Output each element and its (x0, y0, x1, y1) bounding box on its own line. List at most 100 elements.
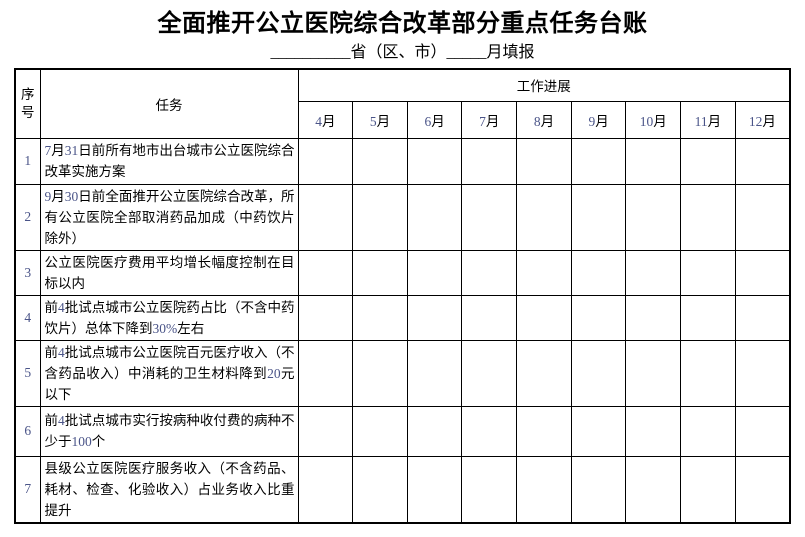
task-row-number: 3 (14, 249, 41, 296)
task-row-number: 4 (14, 294, 41, 341)
progress-cell-empty (516, 294, 572, 341)
progress-cell-empty (352, 339, 408, 407)
progress-cell-empty (516, 249, 572, 296)
progress-cell-empty (297, 183, 354, 251)
task-row-3: 3 公立医院医疗费用平均增长幅度控制在目标以内 (14, 249, 791, 296)
header-work-progress: 工作进展 (297, 68, 791, 102)
progress-cell-empty (406, 405, 463, 457)
progress-cell-empty (461, 249, 518, 296)
task-text: 7月31日前所有地市出台城市公立医院综合改革实施方案 (39, 137, 299, 185)
progress-cell-empty (734, 183, 791, 251)
progress-cell-empty (461, 405, 518, 457)
task-ledger-table: 序号 任务 工作进展 4月 5月 6月 7月 8月 9月 10月 11月 12月… (14, 68, 791, 524)
task-text: 前4批试点城市实行按病种收付费的病种不少于100个 (39, 405, 299, 457)
task-text: 9月30日前全面推开公立医院综合改革，所有公立医院全部取消药品加成（中药饮片除外… (39, 183, 299, 251)
task-text: 县级公立医院医疗服务收入（不含药品、耗材、检查、化验收入）占业务收入比重提升 (39, 455, 299, 523)
progress-cell-empty (734, 137, 791, 185)
progress-cell-empty (352, 294, 408, 341)
progress-cell-empty (297, 455, 354, 523)
progress-cell-empty (570, 455, 627, 523)
progress-cell-empty (297, 137, 354, 185)
progress-cell-empty (680, 339, 736, 407)
progress-cell-empty (461, 455, 518, 523)
progress-cell-empty (461, 339, 518, 407)
progress-cell-empty (352, 249, 408, 296)
progress-cell-empty (352, 183, 408, 251)
progress-cell-empty (461, 294, 518, 341)
progress-cell-empty (625, 137, 682, 185)
task-text: 前4批试点城市公立医院百元医疗收入（不含药品收入）中消耗的卫生材料降到20元以下 (39, 339, 299, 407)
progress-cell-empty (406, 183, 463, 251)
progress-cell-empty (680, 137, 736, 185)
progress-cell-empty (297, 294, 354, 341)
header-month-aug: 8月 (516, 100, 572, 139)
header-month-jul: 7月 (461, 100, 518, 139)
progress-cell-empty (680, 455, 736, 523)
document-page: 全面推开公立医院综合改革部分重点任务台账 __________省（区、市）___… (0, 9, 805, 537)
progress-cell-empty (625, 183, 682, 251)
header-month-dec: 12月 (734, 100, 791, 139)
progress-cell-empty (352, 455, 408, 523)
progress-cell-empty (680, 183, 736, 251)
progress-cell-empty (516, 339, 572, 407)
progress-cell-empty (406, 137, 463, 185)
progress-cell-empty (406, 294, 463, 341)
progress-cell-empty (734, 405, 791, 457)
document-subtitle: __________省（区、市）_____月填报 (270, 44, 535, 61)
header-month-sep: 9月 (570, 100, 627, 139)
document-title: 全面推开公立医院综合改革部分重点任务台账 (157, 11, 648, 37)
progress-cell-empty (352, 405, 408, 457)
progress-cell-empty (570, 137, 627, 185)
progress-cell-empty (734, 249, 791, 296)
progress-cell-empty (570, 405, 627, 457)
progress-cell-empty (570, 183, 627, 251)
progress-cell-empty (625, 294, 682, 341)
progress-cell-empty (625, 339, 682, 407)
progress-cell-empty (406, 455, 463, 523)
progress-cell-empty (680, 249, 736, 296)
progress-cell-empty (406, 339, 463, 407)
task-row-number: 1 (14, 137, 41, 185)
progress-cell-empty (734, 339, 791, 407)
progress-cell-empty (406, 249, 463, 296)
header-month-apr: 4月 (297, 100, 354, 139)
progress-cell-empty (570, 339, 627, 407)
progress-cell-empty (516, 405, 572, 457)
progress-cell-empty (461, 183, 518, 251)
progress-cell-empty (680, 405, 736, 457)
progress-cell-empty (516, 455, 572, 523)
progress-cell-empty (734, 294, 791, 341)
task-row-number: 2 (14, 183, 41, 251)
task-row-number: 7 (14, 455, 41, 523)
progress-cell-empty (461, 137, 518, 185)
progress-cell-empty (570, 249, 627, 296)
header-task: 任务 (39, 68, 299, 139)
task-row-6: 6 前4批试点城市实行按病种收付费的病种不少于100个 (14, 405, 791, 457)
header-month-jun: 6月 (406, 100, 463, 139)
progress-cell-empty (352, 137, 408, 185)
task-row-2: 2 9月30日前全面推开公立医院综合改革，所有公立医院全部取消药品加成（中药饮片… (14, 183, 791, 251)
progress-cell-empty (625, 405, 682, 457)
progress-cell-empty (297, 405, 354, 457)
header-month-may: 5月 (352, 100, 408, 139)
progress-cell-empty (297, 339, 354, 407)
task-row-4: 4 前4批试点城市公立医院药占比（不含中药饮片）总体下降到30%左右 (14, 294, 791, 341)
header-month-oct: 10月 (625, 100, 682, 139)
header-row-progress: 序号 任务 工作进展 (14, 68, 791, 139)
task-row-1: 1 7月31日前所有地市出台城市公立医院综合改革实施方案 (14, 137, 791, 185)
progress-cell-empty (625, 455, 682, 523)
progress-cell-empty (516, 137, 572, 185)
task-row-number: 5 (14, 339, 41, 407)
header-month-nov: 11月 (680, 100, 736, 139)
progress-cell-empty (680, 294, 736, 341)
task-text: 前4批试点城市公立医院药占比（不含中药饮片）总体下降到30%左右 (39, 294, 299, 341)
progress-cell-empty (625, 249, 682, 296)
task-row-number: 6 (14, 405, 41, 457)
progress-cell-empty (516, 183, 572, 251)
progress-cell-empty (297, 249, 354, 296)
progress-cell-empty (734, 455, 791, 523)
header-seq-no: 序号 (14, 68, 41, 139)
progress-cell-empty (570, 294, 627, 341)
task-row-7: 7 县级公立医院医疗服务收入（不含药品、耗材、检查、化验收入）占业务收入比重提升 (14, 455, 791, 523)
task-row-5: 5 前4批试点城市公立医院百元医疗收入（不含药品收入）中消耗的卫生材料降到20元… (14, 339, 791, 407)
